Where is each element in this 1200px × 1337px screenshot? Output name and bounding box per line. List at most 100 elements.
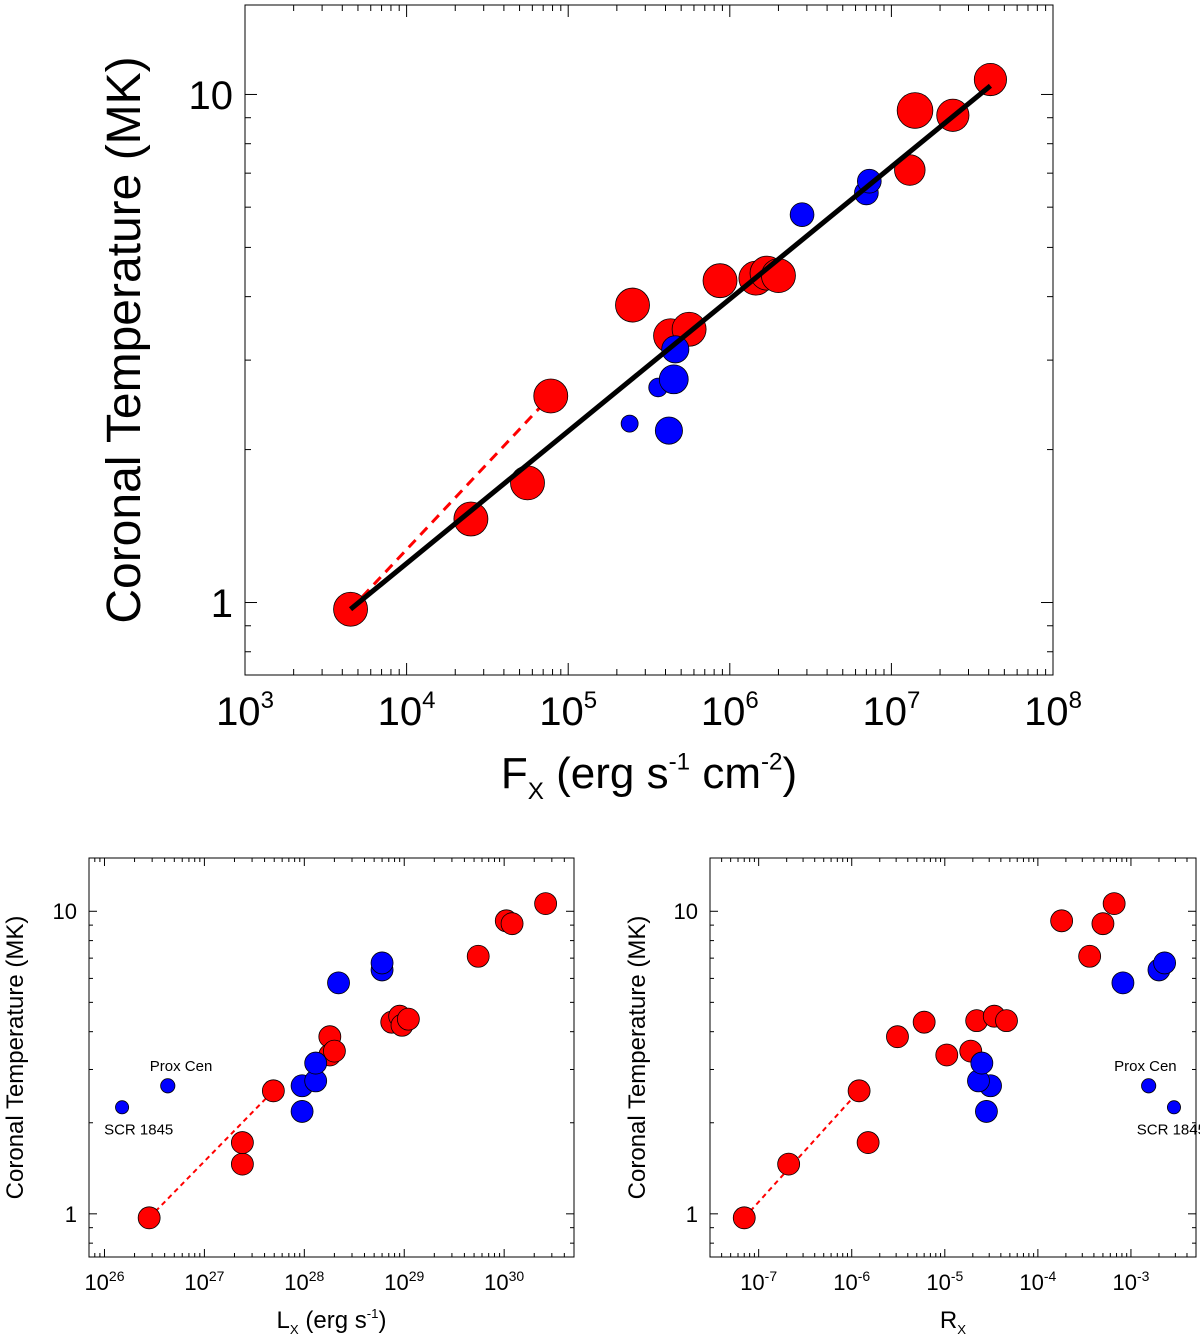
- x-tick-exponent: 4: [422, 687, 435, 714]
- x-axis-label-xlabel-exp2: -2: [761, 749, 783, 776]
- x-tick-base: 10: [1024, 690, 1069, 734]
- x-tick-label: 10-5: [926, 1268, 963, 1295]
- red-data-point: [912, 1010, 936, 1034]
- y-tick-label: 1: [211, 582, 233, 626]
- x-tick-label: 106: [701, 687, 759, 734]
- x-tick-exponent: -3: [1137, 1268, 1150, 1284]
- red-data-point: [1078, 944, 1102, 968]
- point-annotation: SCR 1845: [1137, 1121, 1200, 1138]
- red-data-point: [500, 912, 524, 936]
- x-tick-base: 10: [384, 1270, 408, 1295]
- x-tick-exponent: 5: [584, 687, 597, 714]
- red-data-point: [1102, 892, 1126, 916]
- red-data-point: [533, 378, 569, 414]
- x-tick-exponent: 7: [907, 687, 920, 714]
- y-tick-label: 10: [674, 899, 698, 924]
- plot-frame: [709, 857, 1197, 1258]
- y-tick-label: 1: [686, 1202, 698, 1227]
- x-tick-label: 105: [539, 687, 597, 734]
- x-tick-exponent: 30: [509, 1268, 525, 1284]
- x-tick-exponent: -5: [951, 1268, 964, 1284]
- x-tick-base: 10: [378, 690, 423, 734]
- x-tick-base: 10: [1112, 1270, 1136, 1295]
- x-tick-base: 10: [284, 1270, 308, 1295]
- blue-data-point: [290, 1100, 314, 1123]
- x-axis-label-xlabel-rest: (erg s: [544, 749, 669, 798]
- x-tick-exponent: -6: [858, 1268, 871, 1284]
- x-axis-label-xlabel: F: [501, 749, 528, 798]
- x-tick-base: 10: [484, 1270, 508, 1295]
- x-tick-base: 10: [701, 690, 746, 734]
- x-tick-label: 1028: [284, 1268, 324, 1295]
- x-tick-label: 1026: [84, 1268, 124, 1295]
- red-data-point: [396, 1007, 420, 1031]
- x-tick-exponent: -4: [1044, 1268, 1057, 1284]
- plot-frame: [244, 4, 1054, 676]
- blue-data-point: [620, 414, 639, 433]
- x-tick-base: 10: [539, 690, 584, 734]
- x-axis-label-xlabel: R: [940, 1307, 957, 1334]
- red-data-point: [534, 892, 558, 916]
- red-data-point: [466, 944, 490, 968]
- x-tick-base: 10: [1019, 1270, 1043, 1295]
- dashed-link-line: [349, 394, 552, 611]
- blue-data-point: [160, 1078, 176, 1094]
- y-axis-label: Coronal Temperature (MK): [624, 916, 651, 1200]
- blue-data-point: [1153, 951, 1177, 975]
- x-tick-label: 104: [378, 687, 436, 734]
- x-tick-base: 10: [833, 1270, 857, 1295]
- red-data-point: [230, 1131, 254, 1154]
- x-tick-label: 1029: [384, 1268, 424, 1295]
- point-annotation: Prox Cen: [1114, 1058, 1177, 1075]
- blue-data-point: [661, 335, 690, 364]
- dashed-link-line: [148, 1090, 275, 1219]
- point-annotation: Prox Cen: [150, 1058, 213, 1075]
- x-axis-label-xlabel-exp1: -1: [669, 749, 691, 776]
- red-data-point: [732, 1206, 756, 1230]
- red-data-point: [1050, 909, 1074, 933]
- x-tick-label: 10-7: [740, 1268, 777, 1295]
- x-tick-exponent: 28: [309, 1268, 325, 1284]
- red-data-point: [322, 1039, 346, 1063]
- red-data-point: [702, 263, 738, 299]
- x-tick-label: 10-6: [833, 1268, 870, 1295]
- red-data-point: [761, 258, 796, 294]
- x-axis-label-xlabel-sub: X: [957, 1322, 966, 1337]
- blue-data-point: [304, 1051, 328, 1075]
- blue-data-point: [654, 416, 683, 445]
- x-tick-base: 10: [84, 1270, 108, 1295]
- red-data-point: [856, 1131, 880, 1154]
- red-data-point: [510, 465, 545, 501]
- x-axis-label-xlabel: L: [277, 1307, 290, 1334]
- red-data-point: [137, 1206, 161, 1230]
- red-data-point: [777, 1152, 801, 1176]
- x-tick-base: 10: [740, 1270, 764, 1295]
- y-axis-label: Coronal Temperature (MK): [2, 916, 29, 1200]
- y-axis-label: Coronal Temperature (MK): [98, 56, 151, 623]
- x-axis-label-xlabel-sub: X: [290, 1322, 299, 1337]
- x-tick-exponent: 6: [745, 687, 758, 714]
- blue-data-point: [1166, 1100, 1181, 1115]
- x-tick-label: 1030: [484, 1268, 524, 1295]
- x-tick-base: 10: [862, 690, 907, 734]
- red-data-point: [886, 1025, 909, 1049]
- x-tick-exponent: 8: [1069, 687, 1082, 714]
- fit-line: [348, 83, 993, 612]
- blue-data-point: [658, 364, 689, 395]
- red-data-point: [847, 1079, 871, 1103]
- red-data-point: [261, 1079, 285, 1103]
- red-data-point: [973, 62, 1007, 97]
- y-tick-label: 10: [189, 74, 234, 118]
- x-axis-label: FX (erg s-1 cm-2): [501, 749, 797, 805]
- red-data-point: [230, 1152, 254, 1176]
- x-tick-base: 10: [216, 690, 261, 734]
- blue-data-point: [115, 1100, 130, 1115]
- x-axis-label: LX (erg s-1): [277, 1306, 387, 1337]
- x-axis-label: RX: [940, 1307, 966, 1337]
- x-tick-base: 10: [926, 1270, 950, 1295]
- x-axis-label-xlabel-end: ): [783, 749, 798, 798]
- dashed-link-line: [743, 1090, 860, 1219]
